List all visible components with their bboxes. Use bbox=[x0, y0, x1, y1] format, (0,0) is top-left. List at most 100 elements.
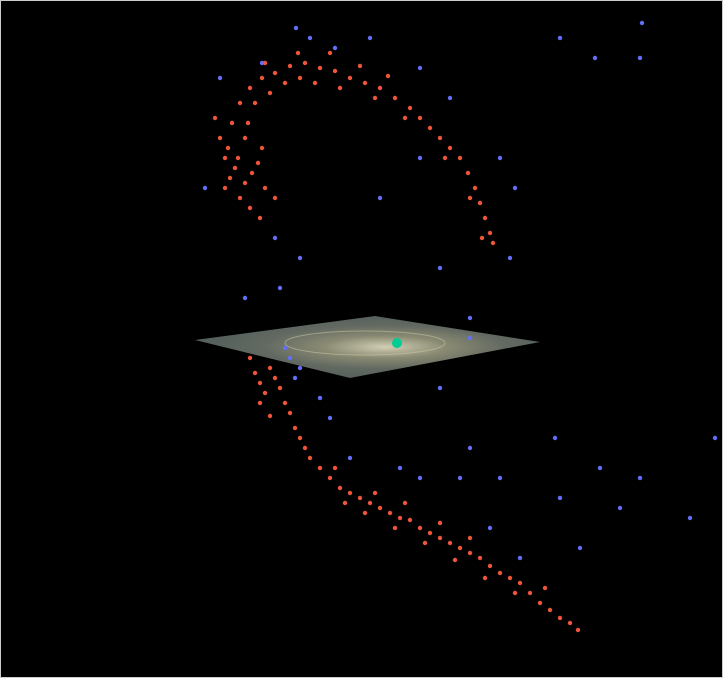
point bbox=[490, 240, 496, 246]
point bbox=[637, 475, 643, 481]
point bbox=[467, 335, 473, 341]
point bbox=[255, 160, 261, 166]
point bbox=[417, 65, 423, 71]
point bbox=[437, 520, 443, 526]
point bbox=[272, 235, 278, 241]
point bbox=[217, 75, 223, 81]
point bbox=[272, 70, 278, 76]
point bbox=[482, 215, 488, 221]
point bbox=[242, 295, 248, 301]
point bbox=[237, 100, 243, 106]
galaxy-plane bbox=[195, 316, 540, 378]
point bbox=[527, 590, 533, 596]
point bbox=[427, 530, 433, 536]
point bbox=[267, 90, 273, 96]
point bbox=[497, 570, 503, 576]
point bbox=[557, 35, 563, 41]
point bbox=[437, 135, 443, 141]
point bbox=[222, 155, 228, 161]
point bbox=[312, 80, 318, 86]
point bbox=[327, 50, 333, 56]
point bbox=[362, 510, 368, 516]
point bbox=[307, 35, 313, 41]
point bbox=[295, 50, 301, 56]
point bbox=[447, 95, 453, 101]
point bbox=[293, 25, 299, 31]
point bbox=[517, 580, 523, 586]
point bbox=[447, 145, 453, 151]
point bbox=[242, 135, 248, 141]
point bbox=[277, 385, 283, 391]
point bbox=[225, 145, 231, 151]
point bbox=[407, 105, 413, 111]
point bbox=[467, 315, 473, 321]
point bbox=[422, 540, 428, 546]
point bbox=[487, 525, 493, 531]
point bbox=[402, 500, 408, 506]
point bbox=[362, 80, 368, 86]
point bbox=[467, 445, 473, 451]
point bbox=[397, 515, 403, 521]
point bbox=[467, 550, 473, 556]
point bbox=[232, 165, 238, 171]
point bbox=[427, 125, 433, 131]
point bbox=[297, 365, 303, 371]
point bbox=[252, 370, 258, 376]
point bbox=[467, 535, 473, 541]
point bbox=[377, 85, 383, 91]
point bbox=[367, 35, 373, 41]
point bbox=[385, 73, 391, 79]
point bbox=[477, 200, 483, 206]
point bbox=[282, 400, 288, 406]
point bbox=[249, 170, 255, 176]
point bbox=[247, 355, 253, 361]
point bbox=[497, 155, 503, 161]
point bbox=[282, 80, 288, 86]
point bbox=[347, 455, 353, 461]
point bbox=[247, 85, 253, 91]
point bbox=[327, 415, 333, 421]
point bbox=[487, 563, 493, 569]
galaxy-arm bbox=[284, 330, 446, 356]
point bbox=[417, 475, 423, 481]
point bbox=[577, 545, 583, 551]
point bbox=[392, 525, 398, 531]
point bbox=[347, 75, 353, 81]
point bbox=[237, 195, 243, 201]
point bbox=[547, 607, 553, 613]
point bbox=[377, 195, 383, 201]
point bbox=[332, 465, 338, 471]
point bbox=[575, 627, 581, 633]
point bbox=[637, 55, 643, 61]
point bbox=[457, 155, 463, 161]
point bbox=[259, 145, 265, 151]
point bbox=[297, 255, 303, 261]
point bbox=[387, 510, 393, 516]
point bbox=[617, 505, 623, 511]
point bbox=[242, 180, 248, 186]
point bbox=[592, 55, 598, 61]
point bbox=[337, 485, 343, 491]
point bbox=[282, 345, 288, 351]
point bbox=[467, 195, 473, 201]
point bbox=[377, 505, 383, 511]
point bbox=[292, 425, 298, 431]
point bbox=[465, 170, 471, 176]
point bbox=[262, 185, 268, 191]
point bbox=[417, 115, 423, 121]
point bbox=[372, 490, 378, 496]
point bbox=[447, 540, 453, 546]
point bbox=[302, 445, 308, 451]
point bbox=[517, 555, 523, 561]
point bbox=[357, 495, 363, 501]
point bbox=[552, 435, 558, 441]
point bbox=[457, 475, 463, 481]
point bbox=[512, 185, 518, 191]
point bbox=[537, 600, 543, 606]
point bbox=[202, 185, 208, 191]
point bbox=[297, 75, 303, 81]
point bbox=[287, 410, 293, 416]
point bbox=[327, 475, 333, 481]
point bbox=[262, 390, 268, 396]
point bbox=[317, 395, 323, 401]
